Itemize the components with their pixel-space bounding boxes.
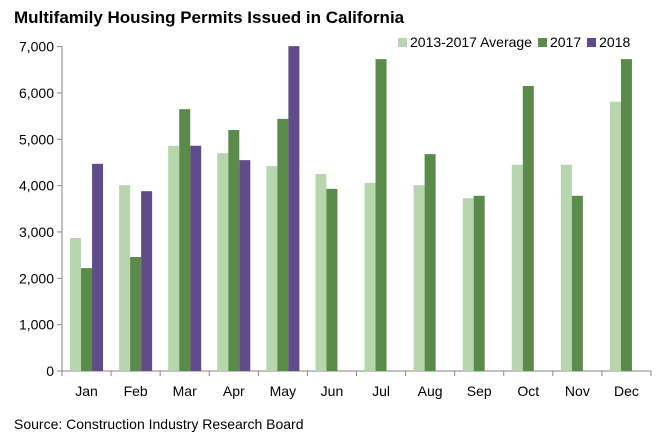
bar-2017-nov	[571, 195, 583, 371]
bar-2017-oct	[522, 85, 534, 372]
x-tick-label: Apr	[223, 383, 245, 399]
chart-title: Multifamily Housing Permits Issued in Ca…	[14, 8, 405, 27]
bar-2013-2017-average-may	[266, 166, 278, 371]
legend-item-2018: 2018	[587, 34, 630, 50]
bar-2013-2017-average-aug	[413, 185, 425, 371]
bar-2018-may	[288, 46, 300, 372]
bar-2013-2017-average-dec	[609, 101, 621, 372]
x-tick-label: Dec	[614, 383, 639, 399]
y-tick-label: 1,000	[19, 317, 54, 333]
legend-label: 2018	[599, 34, 631, 50]
x-tick-label: Sep	[467, 383, 492, 399]
bar-2017-jun	[326, 188, 338, 371]
y-tick-label: 7,000	[19, 39, 54, 55]
legend-swatch	[398, 37, 407, 47]
x-tick-label: Aug	[418, 383, 443, 399]
legend-swatch	[537, 37, 547, 47]
bar-2018-jan	[92, 163, 104, 371]
bar-2013-2017-average-jul	[364, 182, 376, 371]
x-tick-label: Feb	[124, 383, 148, 399]
source-note: Source: Construction Industry Research B…	[14, 416, 304, 432]
y-tick-label: 5,000	[19, 131, 54, 147]
legend-label: 2017	[549, 34, 582, 50]
bar-2013-2017-average-jan	[70, 237, 82, 371]
bar-2018-mar	[190, 145, 202, 371]
y-tick-label: 3,000	[19, 224, 54, 240]
legend-item-average: 2013-2017 Average	[398, 34, 532, 50]
y-tick-label: 0	[46, 363, 54, 379]
bar-2013-2017-average-jun	[315, 174, 327, 371]
bar-2013-2017-average-apr	[217, 153, 229, 371]
y-tick-label: 6,000	[19, 85, 54, 101]
x-tick-label: Oct	[517, 383, 539, 399]
bar-2013-2017-average-oct	[511, 164, 523, 371]
x-tick-label: Jan	[75, 383, 98, 399]
x-tick-label: Nov	[565, 383, 590, 399]
bar-2018-feb	[141, 191, 153, 371]
x-tick-label: Jul	[372, 383, 390, 399]
bar-2017-dec	[620, 59, 632, 371]
y-tick-label: 2,000	[19, 270, 54, 286]
y-tick-label: 4,000	[19, 178, 54, 194]
legend: 2013-2017 Average 2017 2018	[398, 34, 630, 50]
bar-2017-mar	[179, 109, 191, 372]
bar-2013-2017-average-nov	[560, 164, 572, 371]
legend-label: 2013-2017 Average	[410, 34, 532, 50]
bar-2017-feb	[130, 256, 142, 371]
bar-2013-2017-average-sep	[462, 198, 474, 371]
legend-swatch	[587, 37, 597, 47]
bar-2013-2017-average-feb	[119, 185, 131, 371]
bar-2017-jul	[375, 59, 387, 371]
x-tick-label: May	[270, 383, 296, 399]
bar-2017-jan	[81, 268, 93, 371]
x-tick-label: Jun	[321, 383, 344, 399]
bar-2018-apr	[239, 160, 251, 371]
bar-2017-aug	[424, 154, 436, 371]
legend-item-2017: 2017	[537, 34, 582, 50]
bar-2017-may	[277, 118, 289, 371]
x-tick-label: Mar	[173, 383, 197, 399]
bar-2017-sep	[473, 195, 485, 371]
bar-2013-2017-average-mar	[168, 145, 180, 371]
bar-2017-apr	[228, 130, 240, 371]
